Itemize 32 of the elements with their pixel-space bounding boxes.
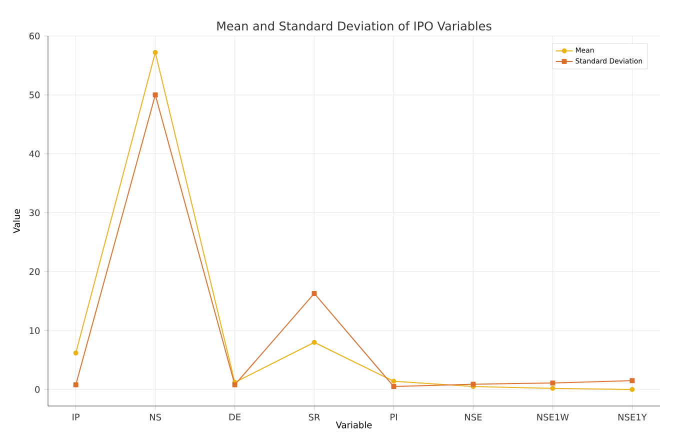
point bbox=[312, 290, 317, 296]
point bbox=[152, 50, 158, 55]
y-tick-label: 50 bbox=[30, 92, 40, 98]
point bbox=[630, 387, 635, 392]
point bbox=[630, 378, 635, 384]
point bbox=[550, 380, 556, 386]
chart-title: Mean and Standard Deviation of IPO Variables bbox=[217, 21, 492, 30]
y-tick-label: 30 bbox=[30, 209, 40, 216]
point bbox=[391, 384, 396, 390]
y-tick-label: 10 bbox=[30, 327, 40, 334]
point bbox=[391, 378, 396, 384]
x-tick-label: SR bbox=[308, 414, 320, 421]
y-tick-label: 60 bbox=[29, 32, 40, 40]
x-tick-label: NSE bbox=[465, 414, 482, 421]
x-tick-label: NSE1Y bbox=[618, 414, 647, 421]
point bbox=[152, 92, 158, 98]
x-tick-label: NSE1W bbox=[537, 414, 569, 421]
y-tick-label: 40 bbox=[29, 150, 40, 158]
x-axis-title: Variable bbox=[336, 421, 372, 428]
point bbox=[470, 382, 476, 387]
x-tick-label: IP bbox=[72, 414, 80, 420]
y-tick-label: 20 bbox=[29, 268, 40, 276]
y-axis-title: Value bbox=[13, 209, 20, 234]
point bbox=[312, 340, 317, 345]
point bbox=[232, 382, 238, 388]
x-tick-label: NS bbox=[150, 414, 161, 421]
point bbox=[73, 350, 78, 356]
x-tick-label: PI bbox=[390, 414, 397, 420]
point bbox=[550, 386, 556, 391]
x-tick-label: DE bbox=[229, 414, 240, 420]
y-tick-label: 0 bbox=[35, 386, 40, 393]
point bbox=[73, 382, 78, 388]
